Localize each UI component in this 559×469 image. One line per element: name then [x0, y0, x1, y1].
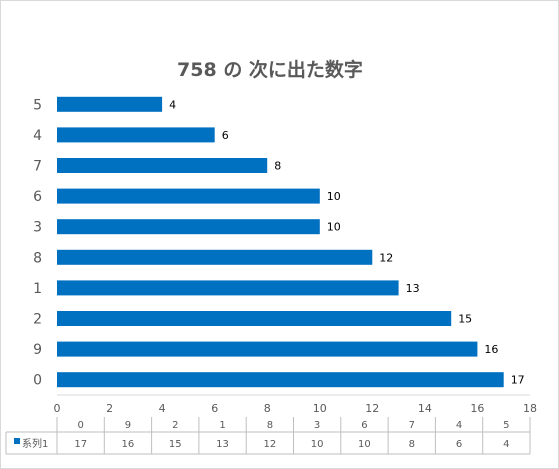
- data-label-7: 8: [274, 160, 281, 173]
- table-header-3: 3: [314, 420, 320, 431]
- table-header-9: 9: [125, 420, 131, 431]
- bar-9: [57, 341, 478, 357]
- category-label-2: 2: [33, 312, 42, 328]
- data-labels: 4 6 8 10 10 12 13 15 16 17: [169, 98, 525, 386]
- data-label-8: 12: [379, 251, 393, 264]
- category-label-1: 1: [33, 281, 42, 297]
- category-label-6: 6: [33, 189, 42, 205]
- table-value-9: 16: [122, 439, 135, 450]
- category-label-7: 7: [33, 159, 42, 175]
- bar-7: [57, 158, 268, 173]
- data-label-0: 17: [511, 374, 525, 387]
- table-value-0: 17: [74, 439, 87, 450]
- table-header-8: 8: [267, 420, 273, 431]
- table-value-6: 10: [358, 439, 371, 450]
- bars-group: [57, 96, 504, 388]
- x-tick-6: 6: [211, 402, 218, 415]
- table-header-2: 2: [172, 420, 178, 431]
- x-tick-labels: 0 2 4 6 8 10 12 14 16 18: [54, 402, 538, 415]
- table-header-1: 1: [219, 420, 225, 431]
- table-header-6: 6: [361, 420, 367, 431]
- table-header-0: 0: [78, 420, 84, 431]
- bar-8: [57, 249, 373, 265]
- table-header-4: 4: [456, 420, 462, 431]
- bar-0: [57, 372, 504, 388]
- x-tick-4: 4: [159, 402, 166, 415]
- data-label-1: 13: [406, 282, 420, 295]
- data-table: 0 17 9 16 2 15 1 13 8 12 3 10 6 10 7 8 4 6 5 4 系列1: [5, 417, 531, 455]
- x-tick-8: 8: [264, 402, 271, 415]
- category-label-8: 8: [33, 250, 42, 266]
- data-label-2: 15: [458, 313, 472, 326]
- legend-key-swatch: [14, 438, 20, 444]
- x-tick-0: 0: [54, 402, 61, 415]
- data-label-5: 4: [169, 98, 176, 111]
- category-label-3: 3: [33, 220, 42, 236]
- category-label-9: 9: [33, 342, 42, 358]
- table-header-5: 5: [503, 420, 509, 431]
- legend-series-name: 系列1: [22, 437, 48, 450]
- table-value-7: 8: [409, 439, 415, 450]
- table-value-4: 6: [456, 439, 462, 450]
- data-label-9: 16: [484, 343, 498, 356]
- data-label-6: 10: [327, 190, 341, 203]
- bar-4: [57, 127, 215, 143]
- bar-6: [57, 188, 320, 204]
- bar-3: [57, 219, 320, 235]
- table-header-7: 7: [409, 420, 415, 431]
- table-value-8: 12: [264, 439, 277, 450]
- x-tick-12: 12: [365, 402, 379, 415]
- category-label-0: 0: [33, 373, 42, 389]
- data-label-3: 10: [327, 221, 341, 234]
- bar-1: [57, 280, 399, 296]
- table-value-5: 4: [503, 439, 509, 450]
- chart-title: 758 の 次に出た数字: [177, 58, 363, 81]
- x-tick-2: 2: [106, 402, 113, 415]
- bar-2: [57, 311, 452, 326]
- category-label-4: 4: [33, 128, 42, 144]
- x-tick-14: 14: [418, 402, 432, 415]
- x-tick-18: 18: [523, 402, 537, 415]
- table-value-3: 10: [311, 439, 324, 450]
- table-value-1: 13: [216, 439, 229, 450]
- table-value-2: 15: [169, 439, 182, 450]
- data-label-4: 6: [222, 129, 229, 142]
- x-tick-10: 10: [313, 402, 327, 415]
- category-labels: 5 4 7 6 3 8 1 2 9 0: [33, 97, 42, 388]
- x-tick-16: 16: [470, 402, 484, 415]
- bar-5: [57, 96, 163, 112]
- category-label-5: 5: [33, 97, 42, 113]
